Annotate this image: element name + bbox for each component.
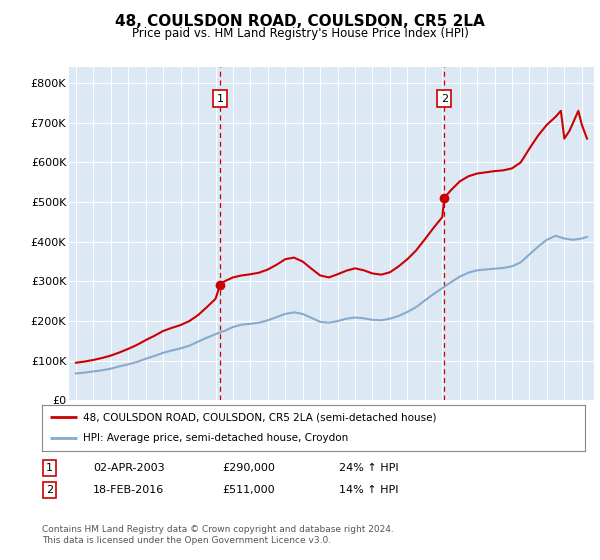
Text: 18-FEB-2016: 18-FEB-2016 (93, 485, 164, 495)
Text: £511,000: £511,000 (222, 485, 275, 495)
Text: 24% ↑ HPI: 24% ↑ HPI (339, 463, 398, 473)
Text: 1: 1 (46, 463, 53, 473)
Text: 14% ↑ HPI: 14% ↑ HPI (339, 485, 398, 495)
Text: 2: 2 (46, 485, 53, 495)
Text: £290,000: £290,000 (222, 463, 275, 473)
Text: 1: 1 (217, 94, 223, 104)
Text: Contains HM Land Registry data © Crown copyright and database right 2024.
This d: Contains HM Land Registry data © Crown c… (42, 525, 394, 545)
Text: Price paid vs. HM Land Registry's House Price Index (HPI): Price paid vs. HM Land Registry's House … (131, 27, 469, 40)
Text: 02-APR-2003: 02-APR-2003 (93, 463, 164, 473)
Text: 2: 2 (441, 94, 448, 104)
Text: 48, COULSDON ROAD, COULSDON, CR5 2LA (semi-detached house): 48, COULSDON ROAD, COULSDON, CR5 2LA (se… (83, 412, 436, 422)
Text: 48, COULSDON ROAD, COULSDON, CR5 2LA: 48, COULSDON ROAD, COULSDON, CR5 2LA (115, 14, 485, 29)
Text: HPI: Average price, semi-detached house, Croydon: HPI: Average price, semi-detached house,… (83, 433, 348, 444)
